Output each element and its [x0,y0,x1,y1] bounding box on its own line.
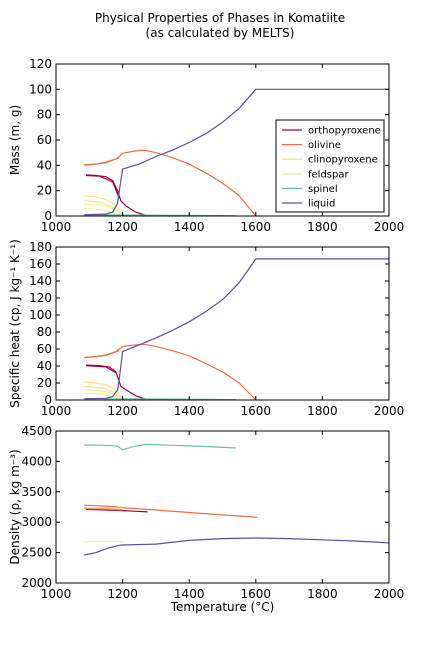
y-axis-label: Density (ρ, kg m⁻³) [8,449,22,564]
y-tick-label: 60 [37,342,52,356]
x-tick-label: 1800 [307,220,338,234]
y-tick-label: 60 [37,133,52,147]
series-clinopyroxene-line [84,381,124,401]
series-feldspar-line [84,389,123,400]
y-tick-label: 80 [37,325,52,339]
x-tick-label: 1400 [174,587,205,601]
series-clinopyroxene-line [84,385,122,398]
series-clinopyroxene-line [84,195,124,217]
series-orthopyroxene-line [85,365,117,374]
x-tick-label: 1000 [41,404,72,418]
y-tick-label: 40 [37,158,52,172]
series-feldspar-line [84,203,123,216]
series-liquid-line [84,88,389,216]
x-tick-label: 2000 [374,220,405,234]
y-tick-label: 120 [29,57,52,71]
x-axis-label: Temperature (°C) [170,600,275,614]
x-tick-label: 1400 [174,220,205,234]
series-olivine-line [84,343,257,401]
legend-label-olivine: olivine [308,140,341,151]
x-tick-label: 1200 [107,220,138,234]
x-tick-label: 1800 [307,587,338,601]
series-spinel-line [84,398,236,401]
series-orthopyroxene-line [85,508,148,513]
axes-frame [55,246,390,401]
series-liquid-line [84,537,390,556]
axes-frame [55,430,390,584]
x-tick-label: 1600 [241,404,272,418]
figure-subtitle: (as calculated by MELTS) [146,26,295,40]
series-liquid-line [84,258,389,400]
x-tick-label: 1800 [307,404,338,418]
legend-label-spinel: spinel [308,184,338,195]
y-tick-label: 2500 [21,546,52,560]
x-tick-label: 1600 [241,587,272,601]
y-tick-label: 0 [44,393,52,407]
series-spinel-line [84,443,236,451]
y-tick-label: 140 [29,274,52,288]
y-tick-label: 40 [37,359,52,373]
panel-1: 1000 1200 1400 1600 1800 2000 0 20 40 60 80 100 120 M… [8,57,404,234]
legend-label-feldspar: feldspar [308,169,349,180]
y-tick-label: 2000 [21,576,52,590]
series-orthopyroxene-line [85,174,120,199]
series-olivine-line [84,507,123,511]
y-tick-label: 0 [44,209,52,223]
y-tick-label: 4000 [21,454,52,468]
x-tick-label: 1000 [41,587,72,601]
legend-label-clinopyroxene: clinopyroxene [308,155,378,166]
series-orthopyroxene-line [85,364,148,401]
x-tick-label: 2000 [374,587,405,601]
x-tick-label: 1600 [241,220,272,234]
figure-title: Physical Properties of Phases in Komatii… [95,11,345,25]
legend-label-liquid: liquid [308,199,335,210]
x-tick-label: 1000 [41,220,72,234]
y-axis-label: Specific heat (cp, J kg⁻¹ K⁻¹) [8,239,22,407]
y-tick-label: 80 [37,108,52,122]
legend-box [275,119,385,213]
x-tick-label: 1400 [174,404,205,418]
y-tick-label: 120 [29,291,52,305]
x-tick-label: 1200 [107,587,138,601]
y-tick-label: 100 [29,308,52,322]
y-axis-label: Mass (m, g) [8,105,22,175]
y-tick-label: 180 [29,240,52,254]
series-olivine-line [84,504,258,518]
panel-2: 1000 1200 1400 1600 1800 2000 0 20 40 60 80 100 120 1… [8,239,404,418]
y-tick-label: 100 [29,82,52,96]
x-tick-label: 1200 [107,404,138,418]
y-tick-label: 3000 [21,515,52,529]
y-tick-label: 20 [37,184,52,198]
series-olivine-line [84,157,120,166]
panel-3: 1000 1200 1400 1600 1800 2000 2000 2500 3000 3500… [8,424,404,614]
y-tick-label: 20 [37,376,52,390]
legend-label-orthopyroxene: orthopyroxene [308,126,381,137]
y-tick-label: 3500 [21,485,52,499]
series-clinopyroxene-line [84,507,123,509]
series-olivine-line [84,350,120,359]
x-tick-label: 2000 [374,404,405,418]
legend: orthopyroxene olivine clinopyroxene feldspa… [275,119,385,213]
y-tick-label: 160 [29,257,52,271]
series-clinopyroxene-line [84,200,120,213]
y-tick-label: 4500 [21,424,52,438]
